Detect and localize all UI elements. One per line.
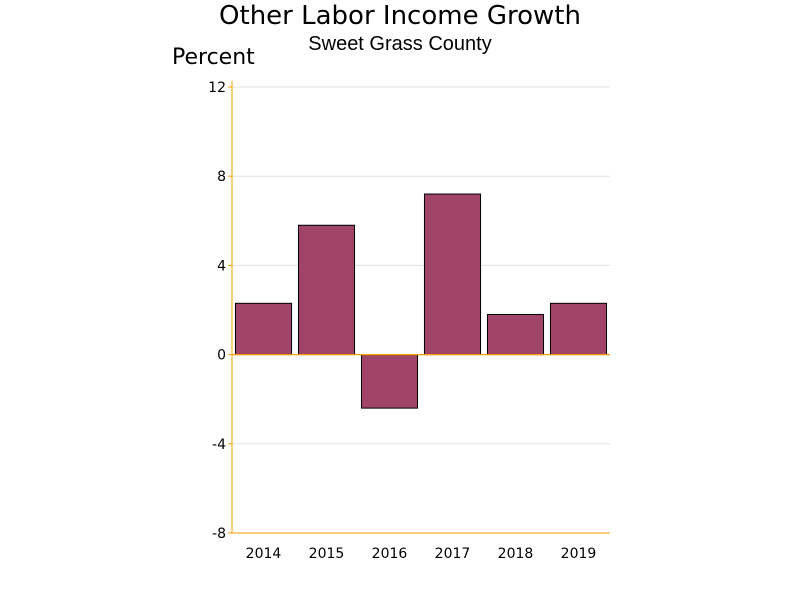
y-tick-label: -8: [212, 526, 226, 542]
y-tick-label: 8: [217, 169, 226, 185]
bar-2016: [360, 354, 419, 409]
bar-2015: [297, 224, 356, 356]
bar-2017: [423, 193, 482, 356]
x-tick-label: 2015: [309, 546, 345, 562]
y-tick-label: 12: [208, 80, 226, 96]
y-tick-label: -4: [212, 437, 226, 453]
x-tick-label: 2018: [498, 546, 534, 562]
bar-2014: [234, 302, 293, 356]
bar-2018: [486, 313, 545, 356]
chart-subtitle: Sweet Grass County: [308, 33, 492, 55]
bars: [234, 193, 608, 409]
y-tick-labels: 12 8 4 0 -4 -8: [208, 80, 226, 542]
y-tick-label: 4: [217, 258, 226, 274]
y-axis-label: Percent: [172, 45, 255, 70]
chart-title: Other Labor Income Growth: [219, 1, 581, 31]
x-tick-label: 2017: [435, 546, 471, 562]
bar-2019: [549, 302, 608, 356]
axes: [228, 81, 610, 534]
x-tick-label: 2016: [372, 546, 408, 562]
x-tick-label: 2014: [246, 546, 282, 562]
x-tick-labels: 2014 2015 2016 2017 2018 2019: [246, 546, 597, 562]
y-tick-label: 0: [217, 348, 226, 364]
x-tick-label: 2019: [561, 546, 597, 562]
